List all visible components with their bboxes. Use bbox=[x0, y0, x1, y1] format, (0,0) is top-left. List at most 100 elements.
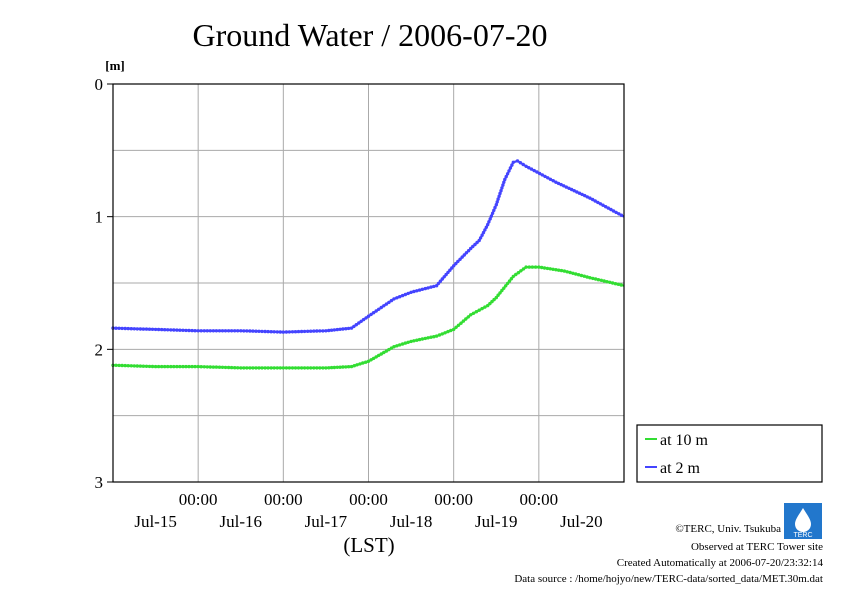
data-point bbox=[464, 251, 469, 255]
data-point bbox=[257, 329, 261, 333]
data-point bbox=[232, 366, 237, 370]
data-point bbox=[551, 178, 555, 183]
legend-label-10m: at 10 m bbox=[660, 432, 709, 449]
data-point bbox=[548, 177, 553, 181]
data-point bbox=[488, 217, 492, 221]
data-point bbox=[248, 329, 252, 333]
data-point bbox=[440, 277, 444, 281]
data-point bbox=[178, 328, 182, 332]
data-point bbox=[507, 169, 511, 173]
x-tick-label-time: 00:00 bbox=[519, 490, 558, 509]
data-point bbox=[354, 323, 358, 327]
data-point bbox=[469, 246, 473, 251]
data-point bbox=[349, 364, 354, 369]
data-point bbox=[364, 316, 368, 320]
data-point bbox=[251, 366, 255, 370]
data-point bbox=[382, 350, 386, 355]
data-point bbox=[527, 165, 531, 170]
data-point bbox=[220, 365, 225, 369]
data-point bbox=[123, 363, 127, 368]
data-point bbox=[477, 308, 481, 312]
data-point bbox=[349, 326, 354, 330]
data-point bbox=[602, 279, 606, 283]
x-date-label: Jul-18 bbox=[390, 512, 433, 531]
data-point bbox=[459, 321, 463, 325]
data-point bbox=[223, 329, 228, 333]
data-point bbox=[564, 185, 568, 189]
data-point bbox=[606, 206, 610, 210]
credit-created: Created Automatically at 2006-07-20/23:3… bbox=[617, 557, 824, 569]
data-point bbox=[488, 301, 492, 306]
data-point bbox=[585, 195, 589, 199]
data-point bbox=[614, 210, 618, 215]
data-point bbox=[464, 317, 468, 321]
data-point bbox=[486, 222, 490, 227]
data-point bbox=[442, 275, 446, 279]
y-tick-labels: 0 1 2 3 bbox=[95, 75, 113, 492]
y-tick-label: 3 bbox=[95, 473, 104, 492]
y-axis-unit: [m] bbox=[105, 58, 125, 73]
data-point bbox=[235, 366, 240, 370]
data-point bbox=[554, 180, 558, 184]
data-point bbox=[524, 164, 528, 168]
data-point bbox=[420, 287, 425, 291]
data-point bbox=[126, 364, 130, 368]
data-point bbox=[438, 279, 443, 283]
terc-logo: TERC bbox=[784, 503, 822, 539]
data-point bbox=[511, 274, 515, 279]
x-date-label: Jul-15 bbox=[134, 512, 177, 531]
data-point bbox=[165, 328, 170, 332]
data-point bbox=[406, 291, 410, 296]
data-point bbox=[575, 190, 579, 194]
data-point bbox=[569, 187, 574, 192]
data-point bbox=[508, 166, 513, 170]
data-point bbox=[366, 359, 371, 363]
data-point bbox=[150, 327, 155, 331]
data-point bbox=[205, 365, 209, 369]
data-point bbox=[616, 282, 620, 286]
data-point bbox=[138, 364, 143, 368]
data-point bbox=[263, 329, 267, 334]
data-point bbox=[229, 365, 234, 370]
data-point bbox=[461, 319, 466, 323]
data-point bbox=[387, 347, 391, 352]
chart-title: Ground Water / 2006-07-20 bbox=[193, 17, 548, 53]
data-point bbox=[610, 281, 615, 285]
data-point bbox=[361, 317, 366, 322]
data-point bbox=[172, 328, 176, 332]
data-point bbox=[266, 366, 270, 370]
data-point bbox=[519, 269, 523, 273]
data-point bbox=[120, 326, 124, 331]
y-tick-label: 2 bbox=[95, 340, 104, 359]
data-point bbox=[374, 309, 378, 313]
data-point bbox=[452, 264, 456, 268]
data-point bbox=[229, 329, 234, 333]
data-point bbox=[114, 326, 118, 330]
data-point bbox=[358, 362, 362, 366]
data-point bbox=[535, 170, 539, 174]
data-point bbox=[493, 205, 497, 210]
data-point bbox=[129, 327, 133, 331]
credit-source: Data source : /home/hojyo/new/TERC-data/… bbox=[514, 573, 823, 585]
data-point bbox=[135, 327, 139, 331]
data-point bbox=[239, 329, 243, 333]
y-tick-label: 0 bbox=[95, 75, 104, 94]
data-point bbox=[141, 327, 146, 331]
data-point bbox=[510, 163, 514, 167]
data-point bbox=[473, 242, 477, 247]
data-point bbox=[480, 306, 484, 311]
data-point bbox=[489, 214, 494, 218]
data-point bbox=[366, 314, 371, 318]
x-tick-label-time: 00:00 bbox=[264, 490, 303, 509]
data-point bbox=[357, 321, 361, 325]
data-point bbox=[162, 328, 167, 332]
data-point bbox=[444, 272, 448, 277]
data-point bbox=[475, 240, 479, 245]
legend-box bbox=[636, 424, 823, 483]
data-point bbox=[214, 329, 219, 333]
data-point bbox=[486, 303, 490, 308]
data-point bbox=[281, 366, 285, 370]
data-point bbox=[120, 363, 124, 368]
data-point bbox=[483, 305, 487, 309]
